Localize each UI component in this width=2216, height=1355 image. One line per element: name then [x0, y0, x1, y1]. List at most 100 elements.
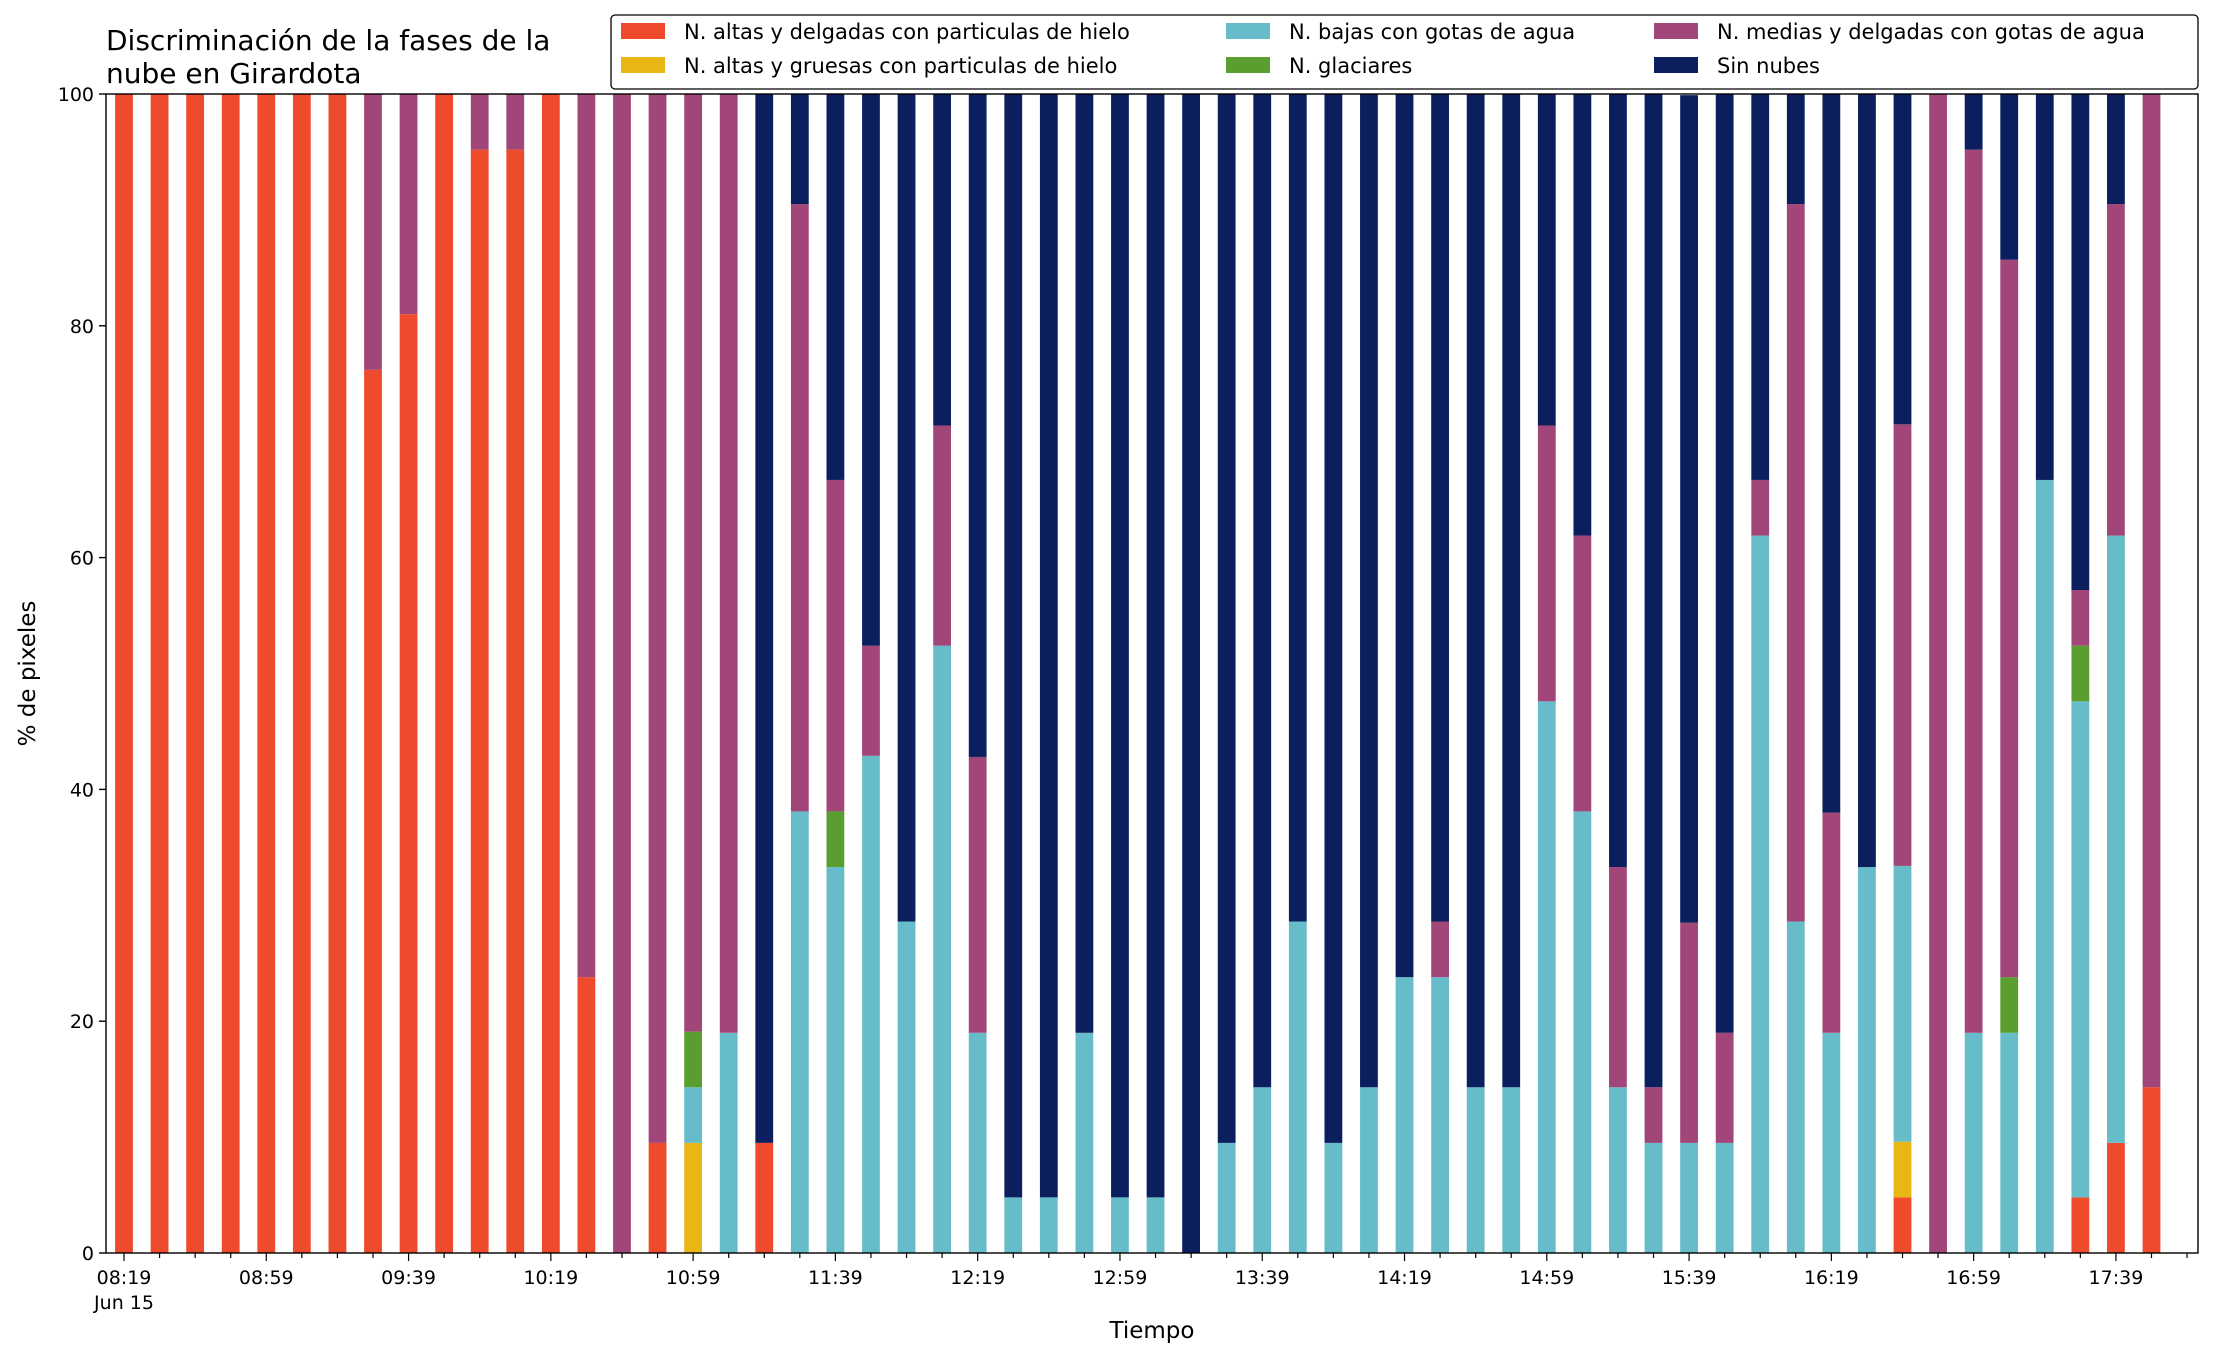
bar-segment	[2000, 1032, 2019, 1253]
bar-segment	[1324, 94, 1343, 1143]
bar-segment	[719, 1032, 738, 1253]
bar-segment	[968, 756, 987, 1033]
bar-segment	[2071, 1197, 2090, 1253]
bar-segment	[1893, 1197, 1912, 1253]
bar-segment	[897, 94, 916, 922]
chart-title-line: Discriminación de la fases de la	[106, 24, 550, 57]
bar-segment	[1893, 865, 1912, 1142]
bar-segment	[1893, 1141, 1912, 1198]
bar-segment	[257, 94, 276, 1253]
x-tick-label: 12:59	[1093, 1267, 1148, 1289]
bar-segment	[648, 94, 667, 1143]
x-date-label: Jun 15	[93, 1292, 154, 1314]
bar-segment	[1146, 1197, 1165, 1253]
legend-item: N. altas y delgadas con particulas de hi…	[621, 20, 1130, 44]
x-tick-label: 16:59	[1946, 1267, 2001, 1289]
bar-segment	[2107, 204, 2125, 536]
legend-label: N. altas y delgadas con particulas de hi…	[684, 20, 1130, 44]
bar-segment	[115, 94, 133, 1253]
bar-segment	[1964, 1032, 1983, 1253]
bar-segment	[1039, 94, 1058, 1198]
bar-segment	[755, 1142, 774, 1253]
bar-segment	[1680, 922, 1698, 1143]
x-tick-label: 12:19	[950, 1267, 1005, 1289]
bar-segment	[826, 811, 845, 868]
y-axis: 0 20 40 60 80 100	[58, 84, 106, 1265]
y-tick-label: 20	[70, 1011, 94, 1033]
x-tick-label: 16:19	[1804, 1267, 1859, 1289]
bar-segment	[1609, 1087, 1627, 1253]
bar-segment	[1786, 921, 1805, 1253]
bar-segment	[1715, 1032, 1734, 1143]
bar-segment	[1217, 1142, 1236, 1253]
bar-segment	[684, 1142, 703, 1253]
bar-segment	[1893, 94, 1912, 425]
bar-segment	[1644, 1087, 1663, 1143]
bar-segment	[1644, 94, 1663, 1088]
y-tick-label: 60	[70, 548, 94, 570]
bar-segment	[2107, 1142, 2125, 1253]
bar-segment	[1253, 94, 1272, 1088]
bar-segment	[399, 94, 418, 315]
bar-segment	[2142, 1087, 2161, 1253]
bar-segment	[826, 479, 845, 812]
bar-segment	[541, 94, 560, 1253]
bar-segment	[1786, 94, 1805, 205]
bar-segment	[719, 94, 738, 1033]
bar-segment	[968, 1032, 987, 1253]
legend-swatch	[621, 57, 665, 73]
bar-segment	[933, 645, 952, 1253]
bar-segment	[2035, 479, 2054, 1253]
bar-segment	[1360, 94, 1378, 1088]
bar-segment	[1964, 94, 1983, 150]
y-tick-label: 40	[70, 779, 94, 801]
bar-segment	[1609, 94, 1627, 868]
bar-segment	[1146, 94, 1165, 1198]
bar-segment	[1573, 535, 1592, 812]
legend-label: N. medias y delgadas con gotas de agua	[1717, 20, 2145, 44]
bar-segment	[1217, 94, 1236, 1143]
bar-segment	[1253, 1087, 1272, 1253]
bar-segment	[1537, 425, 1556, 702]
bar-segment	[755, 94, 774, 1143]
x-tick-label: 10:59	[666, 1267, 721, 1289]
bar-segment	[1182, 94, 1200, 1253]
bar-segment	[1360, 1087, 1378, 1253]
bar-segment	[1466, 94, 1485, 1088]
bar-segment	[1466, 1087, 1485, 1253]
x-tick-label: 08:59	[239, 1267, 294, 1289]
x-tick-label: 13:39	[1235, 1267, 1290, 1289]
legend-label: Sin nubes	[1717, 54, 1820, 78]
bar-segment	[790, 811, 809, 1253]
bar-segment	[1004, 94, 1023, 1198]
x-axis: 08:19 08:59 09:39 10:19 10:59 11:39 12:19 12:59…	[93, 1253, 2188, 1314]
plot-area	[115, 94, 2161, 1254]
legend-item: N. bajas con gotas de agua	[1226, 20, 1575, 44]
legend-box	[610, 14, 2199, 90]
y-tick-label: 0	[82, 1243, 94, 1265]
bar-segment	[1431, 94, 1449, 922]
bar-segment	[577, 94, 596, 978]
bar-segment	[1395, 94, 1414, 978]
bar-segment	[1075, 1032, 1094, 1253]
bar-segment	[613, 94, 631, 1253]
bar-segment	[2107, 535, 2125, 1143]
bar-segment	[1288, 94, 1307, 922]
x-axis-title: Tiempo	[1109, 1318, 1195, 1344]
bar-segment	[1395, 977, 1414, 1253]
bar-segment	[1111, 1197, 1129, 1253]
bar-segment	[221, 94, 240, 1253]
bar-segment	[1893, 424, 1912, 866]
bar-segment	[1715, 1142, 1734, 1253]
x-tick-label: 11:39	[808, 1267, 863, 1289]
x-tick-label: 14:19	[1377, 1267, 1432, 1289]
bar-segment	[897, 921, 916, 1253]
bar-segment	[862, 645, 880, 756]
bar-segment	[1751, 94, 1770, 480]
bar-segment	[2071, 645, 2090, 702]
bar-segment	[1502, 1087, 1521, 1253]
x-tick-label: 08:19	[97, 1267, 152, 1289]
bar-segment	[1715, 94, 1734, 1033]
